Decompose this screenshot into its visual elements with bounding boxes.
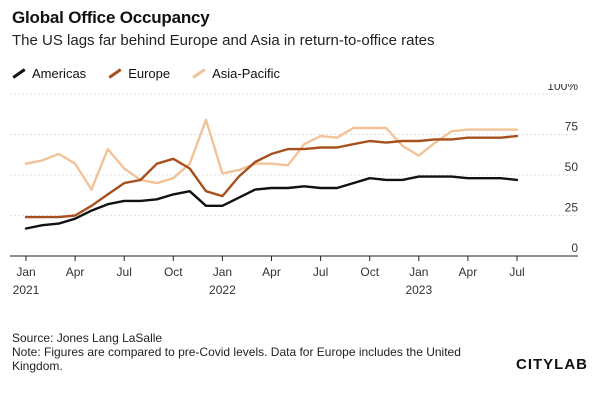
y-tick-label-75: 75 <box>565 120 579 134</box>
footer: Source: Jones Lang LaSalle Note: Figures… <box>12 331 482 373</box>
citylab-logo: CITYLAB <box>516 356 588 373</box>
x-tick-label-2021-10: Oct <box>164 265 183 279</box>
x-year-label-2021: 2021 <box>13 283 40 297</box>
line-chart: 0 25 50 75 100% Jan 2021 Apr Jul Oct Jan 2022 Apr Jul… <box>10 84 579 297</box>
x-tick-label-2022-10: Oct <box>360 265 379 279</box>
x-tick-label-2022-04: Apr <box>262 265 281 279</box>
series-line-europe <box>24 134 519 219</box>
methodology-note: Note: Figures are compared to pre-Covid … <box>12 345 461 373</box>
source-note: Source: Jones Lang LaSalle <box>12 331 163 345</box>
series-line-americas <box>24 175 519 230</box>
x-tick-label-2023-07: Jul <box>509 265 524 279</box>
x-tick-label-2023-01: Jan <box>409 265 428 279</box>
x-tick-label-2021-01: Jan <box>16 265 35 279</box>
legend-item-asia-pacific: Asia-Pacific <box>192 66 280 81</box>
legend-item-europe: Europe <box>108 66 170 81</box>
x-tick-label-2022-07: Jul <box>313 265 328 279</box>
chart-title: Global Office Occupancy <box>12 8 210 27</box>
legend-item-americas: Americas <box>12 66 86 81</box>
x-year-label-2023: 2023 <box>405 283 432 297</box>
legend-label-europe: Europe <box>128 66 171 81</box>
legend: Americas Europe Asia-Pacific <box>12 66 302 81</box>
legend-swatch-europe <box>108 68 122 79</box>
y-tick-label-50: 50 <box>565 160 579 174</box>
series-line-asia-pacific <box>24 118 519 191</box>
x-year-label-2022: 2022 <box>209 283 236 297</box>
chart-subtitle: The US lags far behind Europe and Asia i… <box>12 32 435 49</box>
y-tick-label-25: 25 <box>565 201 579 215</box>
legend-label-americas: Americas <box>32 66 87 81</box>
x-tick-label-2022-01: Jan <box>213 265 232 279</box>
y-tick-label-100: 100% <box>547 84 578 93</box>
legend-swatch-asia-pacific <box>192 68 206 79</box>
x-tick-label-2021-04: Apr <box>66 265 85 279</box>
x-tick-label-2021-07: Jul <box>117 265 132 279</box>
x-tick-label-2023-04: Apr <box>459 265 478 279</box>
legend-swatch-americas <box>12 68 26 79</box>
legend-label-asia-pacific: Asia-Pacific <box>212 66 281 81</box>
y-tick-label-0: 0 <box>571 241 578 255</box>
